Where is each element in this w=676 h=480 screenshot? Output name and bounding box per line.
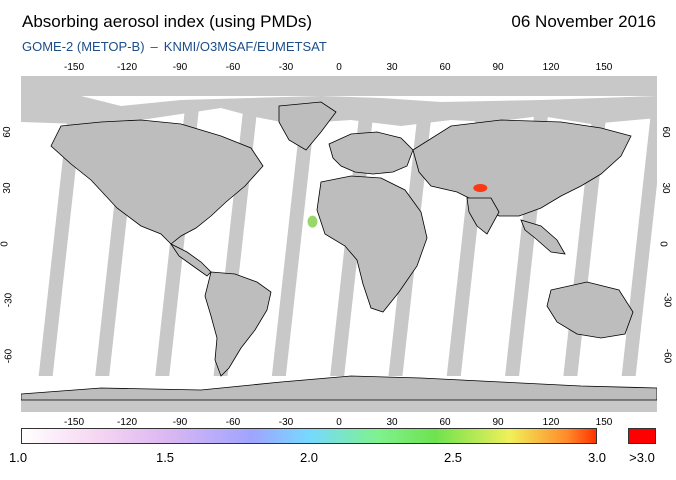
- longitude-tick-label: -60: [225, 417, 241, 428]
- latitude-tick-label: -30: [661, 292, 673, 308]
- longitude-tick-label: -120: [116, 417, 138, 428]
- map-date: 06 November 2016: [511, 12, 656, 31]
- antarctica: [21, 375, 657, 401]
- provider-label: KNMI/O3MSAF/EUMETSAT: [163, 39, 327, 54]
- north-america: [50, 119, 264, 245]
- colorbar-label: 2.0: [299, 450, 319, 465]
- latitude-tick-label: 60: [660, 126, 672, 138]
- latitude-tick-label: 0: [0, 241, 11, 247]
- instrument-label: GOME-2 (METOP-B): [22, 39, 145, 54]
- longitude-tick-label: 90: [492, 417, 504, 428]
- longitude-tick-label: 150: [595, 417, 613, 428]
- longitude-tick-label: -30: [278, 62, 294, 73]
- colorbar-label: 3.0: [587, 450, 607, 465]
- longitude-tick-label: 60: [439, 62, 451, 73]
- africa: [316, 175, 428, 313]
- longitude-tick-label: 0: [336, 62, 342, 73]
- colorbar-label: 1.5: [155, 450, 175, 465]
- longitude-tick-label: 120: [542, 62, 560, 73]
- longitude-tick-label: 30: [386, 62, 398, 73]
- longitude-tick-label: 30: [386, 417, 398, 428]
- longitude-tick-label: 60: [439, 417, 451, 428]
- colorbar-saturation-label: >3.0: [629, 450, 655, 465]
- india: [466, 197, 500, 235]
- longitude-tick-label: 120: [542, 417, 560, 428]
- subtitle-separator: –: [150, 39, 158, 54]
- colorbar: [21, 428, 597, 444]
- world-map: [21, 76, 657, 412]
- arctic-no-data: [21, 96, 657, 126]
- longitude-tick-label: 0: [336, 417, 342, 428]
- central-america: [169, 242, 212, 277]
- greenland: [278, 101, 337, 151]
- longitude-tick-label: -150: [63, 417, 85, 428]
- north-polar-no-data: [21, 76, 657, 96]
- map-title: Absorbing aerosol index (using PMDs): [22, 12, 313, 31]
- longitude-tick-label: 150: [595, 62, 613, 73]
- latitude-tick-label: -60: [661, 348, 673, 364]
- latitude-tick-label: -30: [3, 292, 15, 308]
- longitude-tick-label: -90: [172, 62, 188, 73]
- longitude-tick-label: -90: [172, 417, 188, 428]
- orbit-gap-stripe: [271, 106, 316, 376]
- europe: [328, 131, 414, 175]
- asia: [412, 119, 632, 217]
- orbit-gap-stripe: [38, 106, 83, 376]
- australia: [546, 281, 634, 339]
- latitude-tick-label: 60: [2, 126, 14, 138]
- continents: [21, 101, 657, 401]
- southeast-asia: [520, 219, 566, 255]
- aerosol-hotspot: [473, 184, 488, 192]
- latitude-tick-label: 30: [2, 182, 14, 194]
- longitude-tick-label: -30: [278, 417, 294, 428]
- longitude-tick-label: 90: [492, 62, 504, 73]
- colorbar-label: 2.5: [443, 450, 463, 465]
- aerosol-pixels: [307, 184, 488, 228]
- colorbar-saturation: [628, 428, 656, 444]
- latitude-tick-label: -60: [3, 348, 15, 364]
- latitude-tick-label: 0: [657, 241, 669, 247]
- map-subtitle: GOME-2 (METOP-B) – KNMI/O3MSAF/EUMETSAT: [22, 39, 327, 54]
- south-polar-no-data: [21, 400, 657, 412]
- aerosol-hotspot: [307, 215, 318, 228]
- south-america: [204, 271, 272, 377]
- longitude-tick-label: -120: [116, 62, 138, 73]
- latitude-tick-label: 30: [660, 182, 672, 194]
- longitude-tick-label: -150: [63, 62, 85, 73]
- colorbar-label: 1.0: [9, 450, 28, 465]
- longitude-tick-label: -60: [225, 62, 241, 73]
